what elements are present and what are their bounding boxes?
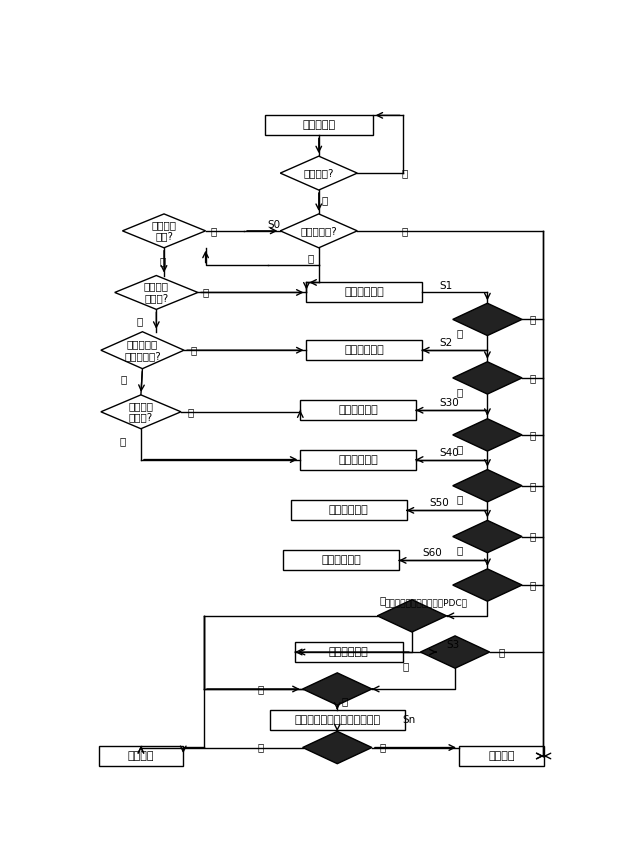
- Polygon shape: [453, 362, 522, 394]
- Bar: [300, 450, 415, 470]
- Bar: [284, 550, 399, 570]
- Bar: [459, 746, 544, 766]
- Polygon shape: [281, 157, 357, 190]
- Text: 六个或七
个喷嘴?: 六个或七 个喷嘴?: [128, 401, 154, 423]
- Text: 是: 是: [530, 373, 536, 383]
- Text: 建压失败: 建压失败: [128, 751, 154, 761]
- Text: 否: 否: [457, 444, 463, 454]
- Text: 否: 否: [379, 595, 386, 606]
- Bar: [295, 642, 402, 662]
- Text: 是: 是: [530, 580, 536, 590]
- Bar: [300, 400, 415, 420]
- Text: 建压成功: 建压成功: [488, 751, 514, 761]
- Polygon shape: [101, 394, 181, 429]
- Text: 否: 否: [401, 226, 407, 236]
- Text: 是: 是: [307, 253, 313, 263]
- Text: 否: 否: [401, 168, 407, 178]
- Polygon shape: [303, 673, 372, 705]
- Text: 是: 是: [191, 345, 197, 356]
- Text: 系统初始化: 系统初始化: [302, 120, 335, 131]
- Text: S60: S60: [422, 548, 442, 559]
- Text: 否: 否: [210, 226, 216, 236]
- Bar: [265, 115, 373, 135]
- Polygon shape: [123, 214, 206, 247]
- Polygon shape: [101, 331, 184, 368]
- Text: 否: 否: [119, 436, 126, 446]
- Text: S40: S40: [440, 447, 460, 458]
- Text: 首次建压失败，反馈后再建压: 首次建压失败，反馈后再建压: [294, 714, 380, 725]
- Text: 检测喷嘴
成功?: 检测喷嘴 成功?: [152, 220, 177, 241]
- Text: 否: 否: [457, 495, 463, 504]
- Polygon shape: [281, 214, 357, 247]
- Polygon shape: [378, 599, 447, 632]
- Text: 发动机启动?: 发动机启动?: [300, 226, 337, 236]
- Polygon shape: [420, 636, 490, 668]
- Text: 否: 否: [136, 316, 142, 326]
- Text: 否: 否: [457, 546, 463, 555]
- Text: 否: 否: [457, 328, 463, 338]
- Text: 否: 否: [258, 684, 264, 694]
- Text: 第二阶段建压: 第二阶段建压: [345, 345, 384, 356]
- Text: S1: S1: [440, 280, 453, 291]
- Text: 是: 是: [341, 696, 347, 707]
- Polygon shape: [453, 569, 522, 601]
- Text: 否: 否: [457, 387, 463, 397]
- Polygon shape: [114, 276, 198, 310]
- Polygon shape: [453, 470, 522, 502]
- Text: 第五阶段建压: 第五阶段建压: [329, 505, 369, 516]
- Text: 第四阶段建压: 第四阶段建压: [338, 454, 378, 465]
- Bar: [98, 746, 183, 766]
- Text: 是: 是: [159, 257, 165, 266]
- Text: 第三阶段建压: 第三阶段建压: [338, 406, 378, 415]
- Text: 是: 是: [203, 287, 209, 298]
- Text: 压力维持阶段: 压力维持阶段: [329, 647, 369, 657]
- Text: 三个、四个
或五个喷嘴?: 三个、四个 或五个喷嘴?: [124, 339, 161, 361]
- Text: 否: 否: [258, 742, 264, 753]
- Text: 一个或两
个喷嘴?: 一个或两 个喷嘴?: [144, 282, 169, 304]
- Text: 是: 是: [530, 481, 536, 490]
- Text: S2: S2: [440, 338, 453, 349]
- Text: 是: 是: [530, 430, 536, 440]
- Polygon shape: [453, 521, 522, 553]
- Bar: [307, 283, 422, 303]
- Text: 第一阶段建压: 第一阶段建压: [345, 287, 384, 298]
- Text: 是: 是: [530, 531, 536, 541]
- Bar: [291, 500, 407, 521]
- Text: 否: 否: [121, 375, 127, 384]
- Text: 是: 是: [187, 407, 193, 417]
- Polygon shape: [453, 419, 522, 451]
- Text: S30: S30: [440, 398, 460, 408]
- Bar: [270, 710, 405, 730]
- Text: 是: 是: [379, 742, 386, 753]
- Text: 第六阶段建压: 第六阶段建压: [321, 555, 361, 566]
- Polygon shape: [453, 304, 522, 336]
- Polygon shape: [303, 731, 372, 764]
- Text: 是: 是: [530, 314, 536, 324]
- Text: 是: 是: [322, 195, 328, 205]
- Text: S0: S0: [267, 221, 281, 230]
- Text: S3: S3: [447, 640, 460, 650]
- Text: 否: 否: [402, 661, 409, 671]
- Text: S50: S50: [430, 498, 450, 509]
- Text: 是: 是: [499, 647, 505, 657]
- Text: 检测故障?: 检测故障?: [304, 168, 334, 178]
- Text: 断电容量超过压力阈值的PDC值: 断电容量超过压力阈值的PDC值: [384, 599, 467, 607]
- Text: Sn: Sn: [402, 714, 416, 725]
- Bar: [307, 340, 422, 360]
